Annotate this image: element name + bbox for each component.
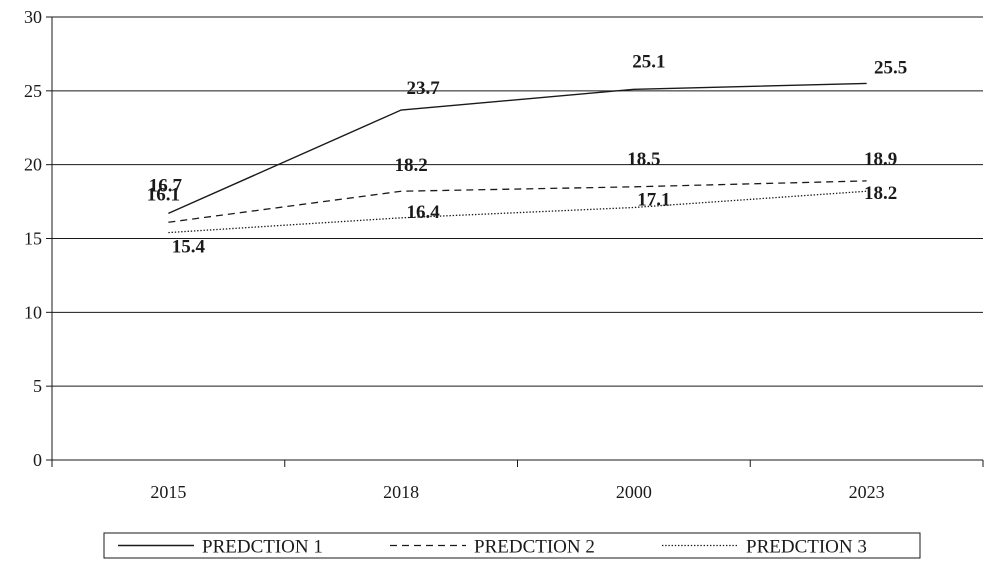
y-tick-label: 0 (33, 450, 42, 470)
y-tick-label: 20 (24, 155, 42, 175)
x-axis-ticks: 2015 2018 2000 2023 (51, 460, 984, 502)
data-label: 16.7 (149, 175, 183, 196)
legend-box (103, 532, 921, 559)
x-tick-label: 2018 (383, 482, 419, 502)
x-tick-label: 2015 (150, 482, 186, 502)
legend-label: PREDCTION 2 (474, 537, 595, 558)
y-tick-label: 30 (24, 7, 42, 27)
data-label: 25.5 (874, 57, 907, 78)
y-axis-ticks: 0 5 10 15 20 25 30 (24, 7, 52, 470)
data-label: 17.1 (637, 189, 670, 210)
data-label: 23.7 (407, 78, 441, 99)
data-label: 16.4 (407, 202, 441, 223)
gridlines (52, 16, 983, 387)
data-label: 25.1 (632, 51, 665, 72)
legend-label: PREDCTION 3 (746, 537, 867, 558)
series-line-2 (168, 180, 867, 223)
data-label: 15.4 (172, 237, 206, 258)
y-tick-label: 5 (33, 376, 42, 396)
data-label: 18.2 (864, 183, 897, 204)
x-tick-label: 2023 (849, 482, 885, 502)
legend-label: PREDCTION 1 (202, 537, 323, 558)
series-line-3 (168, 190, 867, 234)
x-tick-label: 2000 (616, 482, 652, 502)
data-label: 18.9 (864, 149, 897, 170)
data-labels: 16.7 23.7 25.1 25.5 16.1 18.2 18.5 18.9 15.4 16.4… (147, 51, 908, 257)
data-label: 18.2 (395, 155, 428, 176)
y-tick-label: 25 (24, 81, 42, 101)
series-lines (168, 82, 867, 234)
legend: PREDCTION 1 PREDCTION 2 PREDCTION 3 (103, 532, 921, 559)
y-tick-label: 10 (24, 302, 42, 322)
series-line-1 (168, 82, 867, 215)
data-label: 16.1 (147, 184, 180, 205)
y-tick-label: 15 (24, 229, 42, 249)
data-label: 18.5 (627, 149, 660, 170)
